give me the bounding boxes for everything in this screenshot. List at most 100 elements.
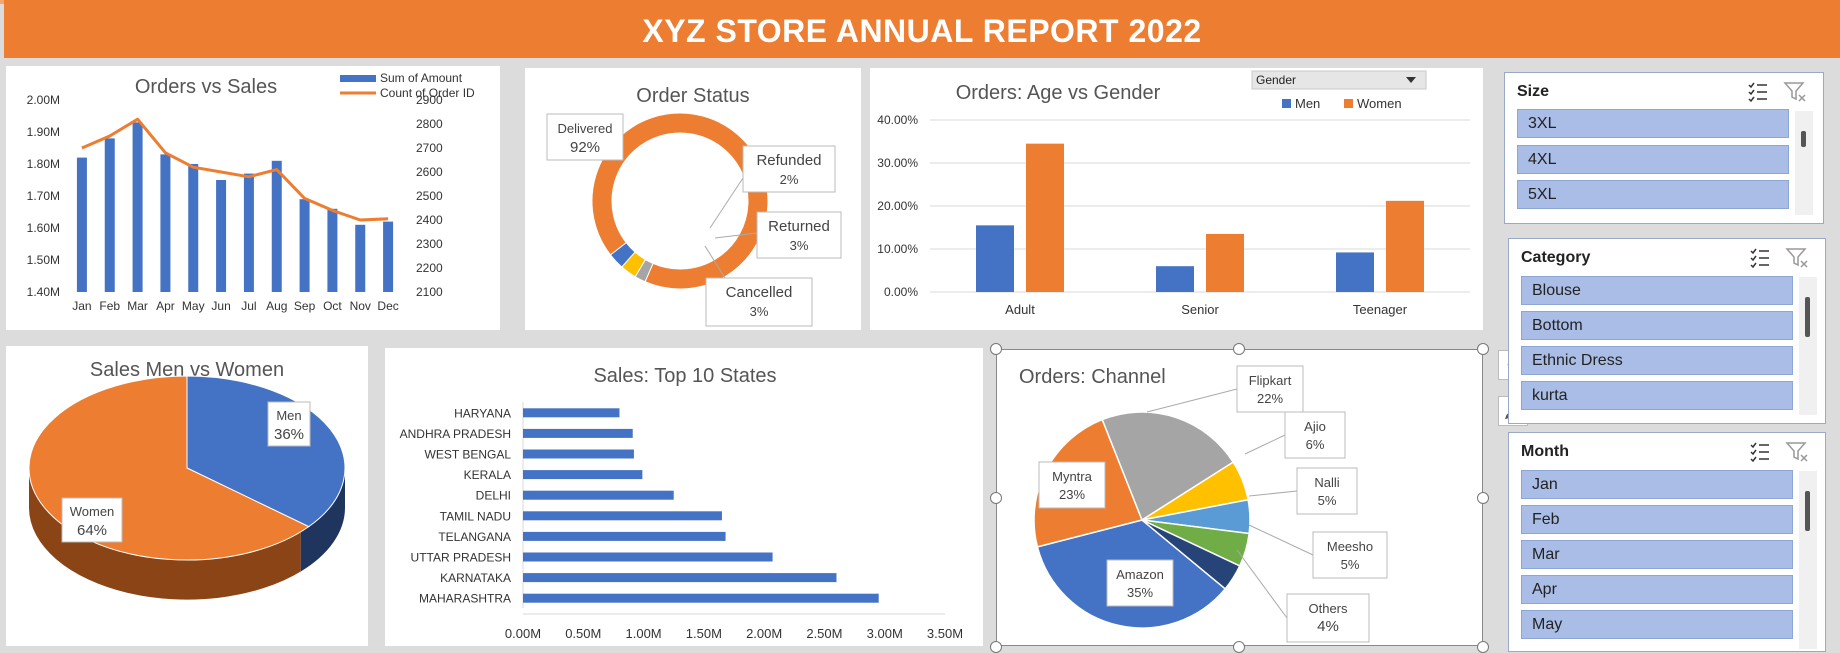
age-gender-panel[interactable]: Orders: Age vs Gender Gender 0.00% 10.00% 20… [870, 68, 1483, 330]
bar-oct [327, 209, 337, 292]
y-left-tick-label: 1.50M [27, 253, 60, 267]
slicer-item-5xl[interactable]: 5XL [1517, 180, 1789, 209]
slicer-item-may[interactable]: May [1521, 610, 1793, 639]
y-left-tick-label: 2.00M [27, 93, 60, 107]
category-slicer-scrollbar[interactable] [1799, 277, 1817, 415]
data-label-pct-men: 36% [274, 426, 304, 443]
bar-senior-men [1156, 266, 1194, 292]
month-slicer[interactable]: Month Jan Feb Mar Apr May [1508, 432, 1826, 652]
data-label-name-men: Men [276, 408, 301, 423]
legend-swatch-sum-of-amount [340, 75, 376, 82]
x-tick-label: 1.00M [626, 626, 662, 641]
x-tick-label: Mar [127, 299, 148, 313]
age-gender-chart: Orders: Age vs GenderGender0.00%10.00%20… [870, 68, 1483, 330]
y-tick-label: KARNATAKA [440, 571, 511, 585]
bar-teenager-women [1386, 201, 1424, 292]
bar-telangana [523, 532, 726, 541]
data-label-pct-flipkart: 22% [1257, 391, 1283, 406]
y-left-tick-label: 1.90M [27, 125, 60, 139]
data-label-pct-amazon: 35% [1127, 585, 1153, 600]
order-status-panel[interactable]: Order Status Delivered 92% Refunded 2% Return… [525, 68, 861, 330]
bar-nov [355, 225, 365, 292]
x-tick-label: Jan [72, 299, 91, 313]
slicer-item-kurta[interactable]: kurta [1521, 381, 1793, 410]
bar-aug [272, 161, 282, 292]
resize-handle-bottom-left[interactable] [990, 641, 1002, 653]
bar-uttar-pradesh [523, 553, 773, 562]
data-label-pct-myntra: 23% [1059, 487, 1085, 502]
y-left-tick-label: 1.40M [27, 285, 60, 299]
y-right-tick-label: 2800 [416, 117, 443, 131]
y-right-tick-label: 2100 [416, 285, 443, 299]
data-label-pct-returned: 3% [790, 238, 809, 253]
order-status-chart: Order StatusDelivered92%Refunded2%Return… [525, 68, 861, 330]
slicer-item-apr[interactable]: Apr [1521, 575, 1793, 604]
resize-handle-top-left[interactable] [990, 343, 1002, 355]
bar-andhra-pradesh [523, 429, 633, 438]
bar-teenager-men [1336, 252, 1374, 292]
data-label-pct-delivered: 92% [570, 139, 600, 156]
clear-filter-icon[interactable] [1787, 443, 1807, 461]
resize-handle-bottom-right[interactable] [1477, 641, 1489, 653]
data-label-name-refunded: Refunded [756, 152, 821, 169]
clear-filter-icon[interactable] [1787, 249, 1807, 267]
chart-title: Orders: Age vs Gender [956, 82, 1161, 104]
leader-line-others [1237, 550, 1287, 618]
slicer-item-ethnic-dress[interactable]: Ethnic Dress [1521, 346, 1793, 375]
orders-channel-chart: Orders: ChannelAmazon35%Myntra23%Flipkar… [997, 350, 1482, 645]
y-tick-label: ANDHRA PRADESH [400, 427, 511, 441]
x-tick-label: Apr [156, 299, 175, 313]
legend-label-sum-of-amount: Sum of Amount [380, 71, 463, 85]
bar-maharashtra [523, 594, 879, 603]
multi-select-icon[interactable] [1751, 443, 1769, 461]
slicer-item-mar[interactable]: Mar [1521, 540, 1793, 569]
slicer-item-feb[interactable]: Feb [1521, 505, 1793, 534]
bar-feb [105, 138, 115, 292]
data-label-name-myntra: Myntra [1052, 469, 1093, 484]
month-slicer-scrollbar[interactable] [1799, 471, 1817, 649]
orders-vs-sales-chart: Orders vs Sales 1.40M 1.50M 1.60M 1.70M 1.80M… [6, 66, 500, 330]
orders-channel-panel[interactable]: Orders: Channel Amazon 35% Myntra 23% Flipkar… [996, 349, 1483, 646]
resize-handle-top-middle[interactable] [1233, 343, 1245, 355]
bar-dec [383, 222, 393, 292]
slicer-item-3xl[interactable]: 3XL [1517, 109, 1789, 138]
legend-label-count-of-order-id: Count of Order ID [380, 86, 475, 100]
bar-jan [77, 158, 87, 292]
clear-filter-icon[interactable] [1785, 83, 1805, 101]
category-slicer-title: Category [1521, 249, 1590, 267]
slicer-item-jan[interactable]: Jan [1521, 470, 1793, 499]
resize-handle-middle-right[interactable] [1477, 492, 1489, 504]
slicer-item-bottom[interactable]: Bottom [1521, 311, 1793, 340]
sales-men-women-panel[interactable]: Sales Men vs Women Men 36% Women 64% [6, 346, 368, 646]
multi-select-icon[interactable] [1749, 83, 1767, 101]
size-slicer[interactable]: Size 3XL 4XL 5XL [1504, 72, 1824, 224]
resize-handle-bottom-middle[interactable] [1233, 641, 1245, 653]
y-right-tick-label: 2400 [416, 213, 443, 227]
size-slicer-scrollbar[interactable] [1795, 111, 1813, 215]
x-tick-label: 0.50M [565, 626, 601, 641]
multi-select-icon[interactable] [1751, 249, 1769, 267]
category-slicer[interactable]: Category Blouse Bottom Ethnic Dress kurt… [1508, 238, 1826, 424]
orders-vs-sales-panel[interactable]: Orders vs Sales 1.40M 1.50M 1.60M 1.70M 1.80M… [6, 66, 500, 330]
bar-may [188, 164, 198, 292]
report-title: XYZ STORE ANNUAL REPORT 2022 [4, 0, 1840, 58]
slicer-item-4xl[interactable]: 4XL [1517, 145, 1789, 174]
legend-swatch-men [1282, 99, 1291, 108]
y-tick-label: 30.00% [877, 156, 918, 170]
x-tick-label: 2.00M [746, 626, 782, 641]
y-left-tick-label: 1.80M [27, 157, 60, 171]
legend-label-women: Women [1357, 96, 1402, 111]
leader-line-ajio [1245, 435, 1285, 454]
y-tick-label: MAHARASHTRA [419, 592, 511, 606]
y-tick-label: WEST BENGAL [425, 448, 512, 462]
resize-handle-middle-left[interactable] [990, 492, 1002, 504]
x-tick-label: Aug [266, 299, 287, 313]
x-tick-label: 1.50M [686, 626, 722, 641]
top-states-panel[interactable]: Sales: Top 10 States HARYANA ANDHRA PRADES… [385, 348, 983, 646]
resize-handle-top-right[interactable] [1477, 343, 1489, 355]
bar-west-bengal [523, 450, 634, 459]
x-tick-label: 3.00M [867, 626, 903, 641]
x-tick-label: 0.00M [505, 626, 541, 641]
slicer-item-blouse[interactable]: Blouse [1521, 276, 1793, 305]
y-tick-label: TELANGANA [438, 530, 511, 544]
